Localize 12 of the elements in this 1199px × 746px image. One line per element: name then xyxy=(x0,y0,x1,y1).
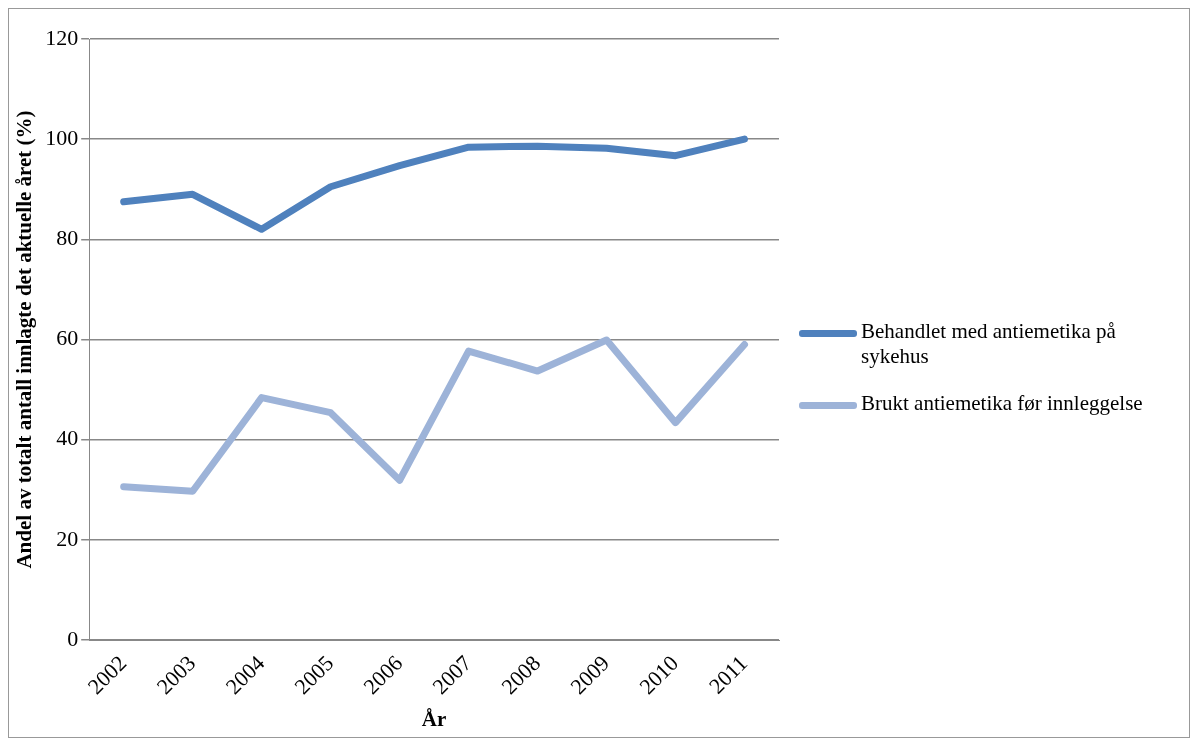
y-tick-label: 0 xyxy=(67,625,79,651)
y-tick-label: 60 xyxy=(56,325,79,351)
x-axis-title: År xyxy=(421,706,447,731)
y-tick-label: 40 xyxy=(56,425,79,451)
y-tick-label: 80 xyxy=(56,225,79,251)
x-tick-label: 2011 xyxy=(703,650,753,699)
y-tick-label: 100 xyxy=(45,124,79,150)
y-tick-label: 20 xyxy=(56,525,79,551)
legend-label: Behandlet med antiemetika på sykehus xyxy=(861,319,1117,369)
legend-label: Brukt antiemetika før innleggelse xyxy=(861,391,1143,416)
y-axis-title: Andel av totalt antall innlagte det aktuelle året (%) xyxy=(12,110,37,569)
y-tick-label: 120 xyxy=(45,24,79,50)
